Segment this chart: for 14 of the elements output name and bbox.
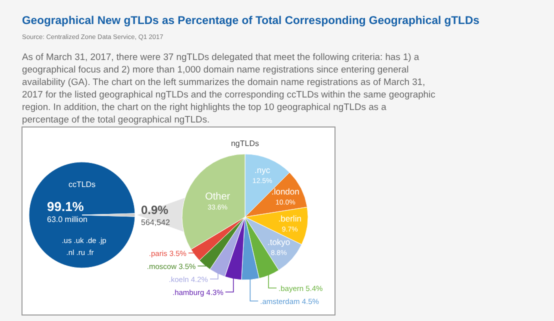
chart-title: ngTLDs [230, 139, 260, 148]
slice-label: Other [205, 191, 231, 202]
text: As of March 31, 2017, there were 37 ngTLDs delegated that meet the following criteria: has 1) a geographical focus and 2) more than 1,000 domain name registrations since entering general availability (GA). The chart on the left summarizes the domain name registrations as of March 31, 2017 for the listed geographical ngTLDs and the corresponding ccTLDs within the same geographic region. In addition, the chart on the right highlights the top 10 geographical ngTLDs as a percentage of the total geographical ngTLDs. [22, 51, 436, 124]
text: Geographical New gTLDs as Percentage of Total Corresponding Geographical gTLDs [22, 15, 480, 27]
slice-label: ccTLDs [68, 180, 96, 189]
pie-slice [28, 162, 136, 268]
data-label: 99.1% [47, 199, 84, 214]
slice-label: .tokyo [267, 237, 290, 248]
text: 564,542 [141, 218, 170, 227]
slice-label: .berlin [278, 214, 302, 224]
text: 63.0 million [47, 215, 88, 224]
slice-label: .nyc [254, 165, 271, 176]
slice-label: .london [271, 186, 300, 196]
data-label: 0.9% [141, 203, 169, 217]
